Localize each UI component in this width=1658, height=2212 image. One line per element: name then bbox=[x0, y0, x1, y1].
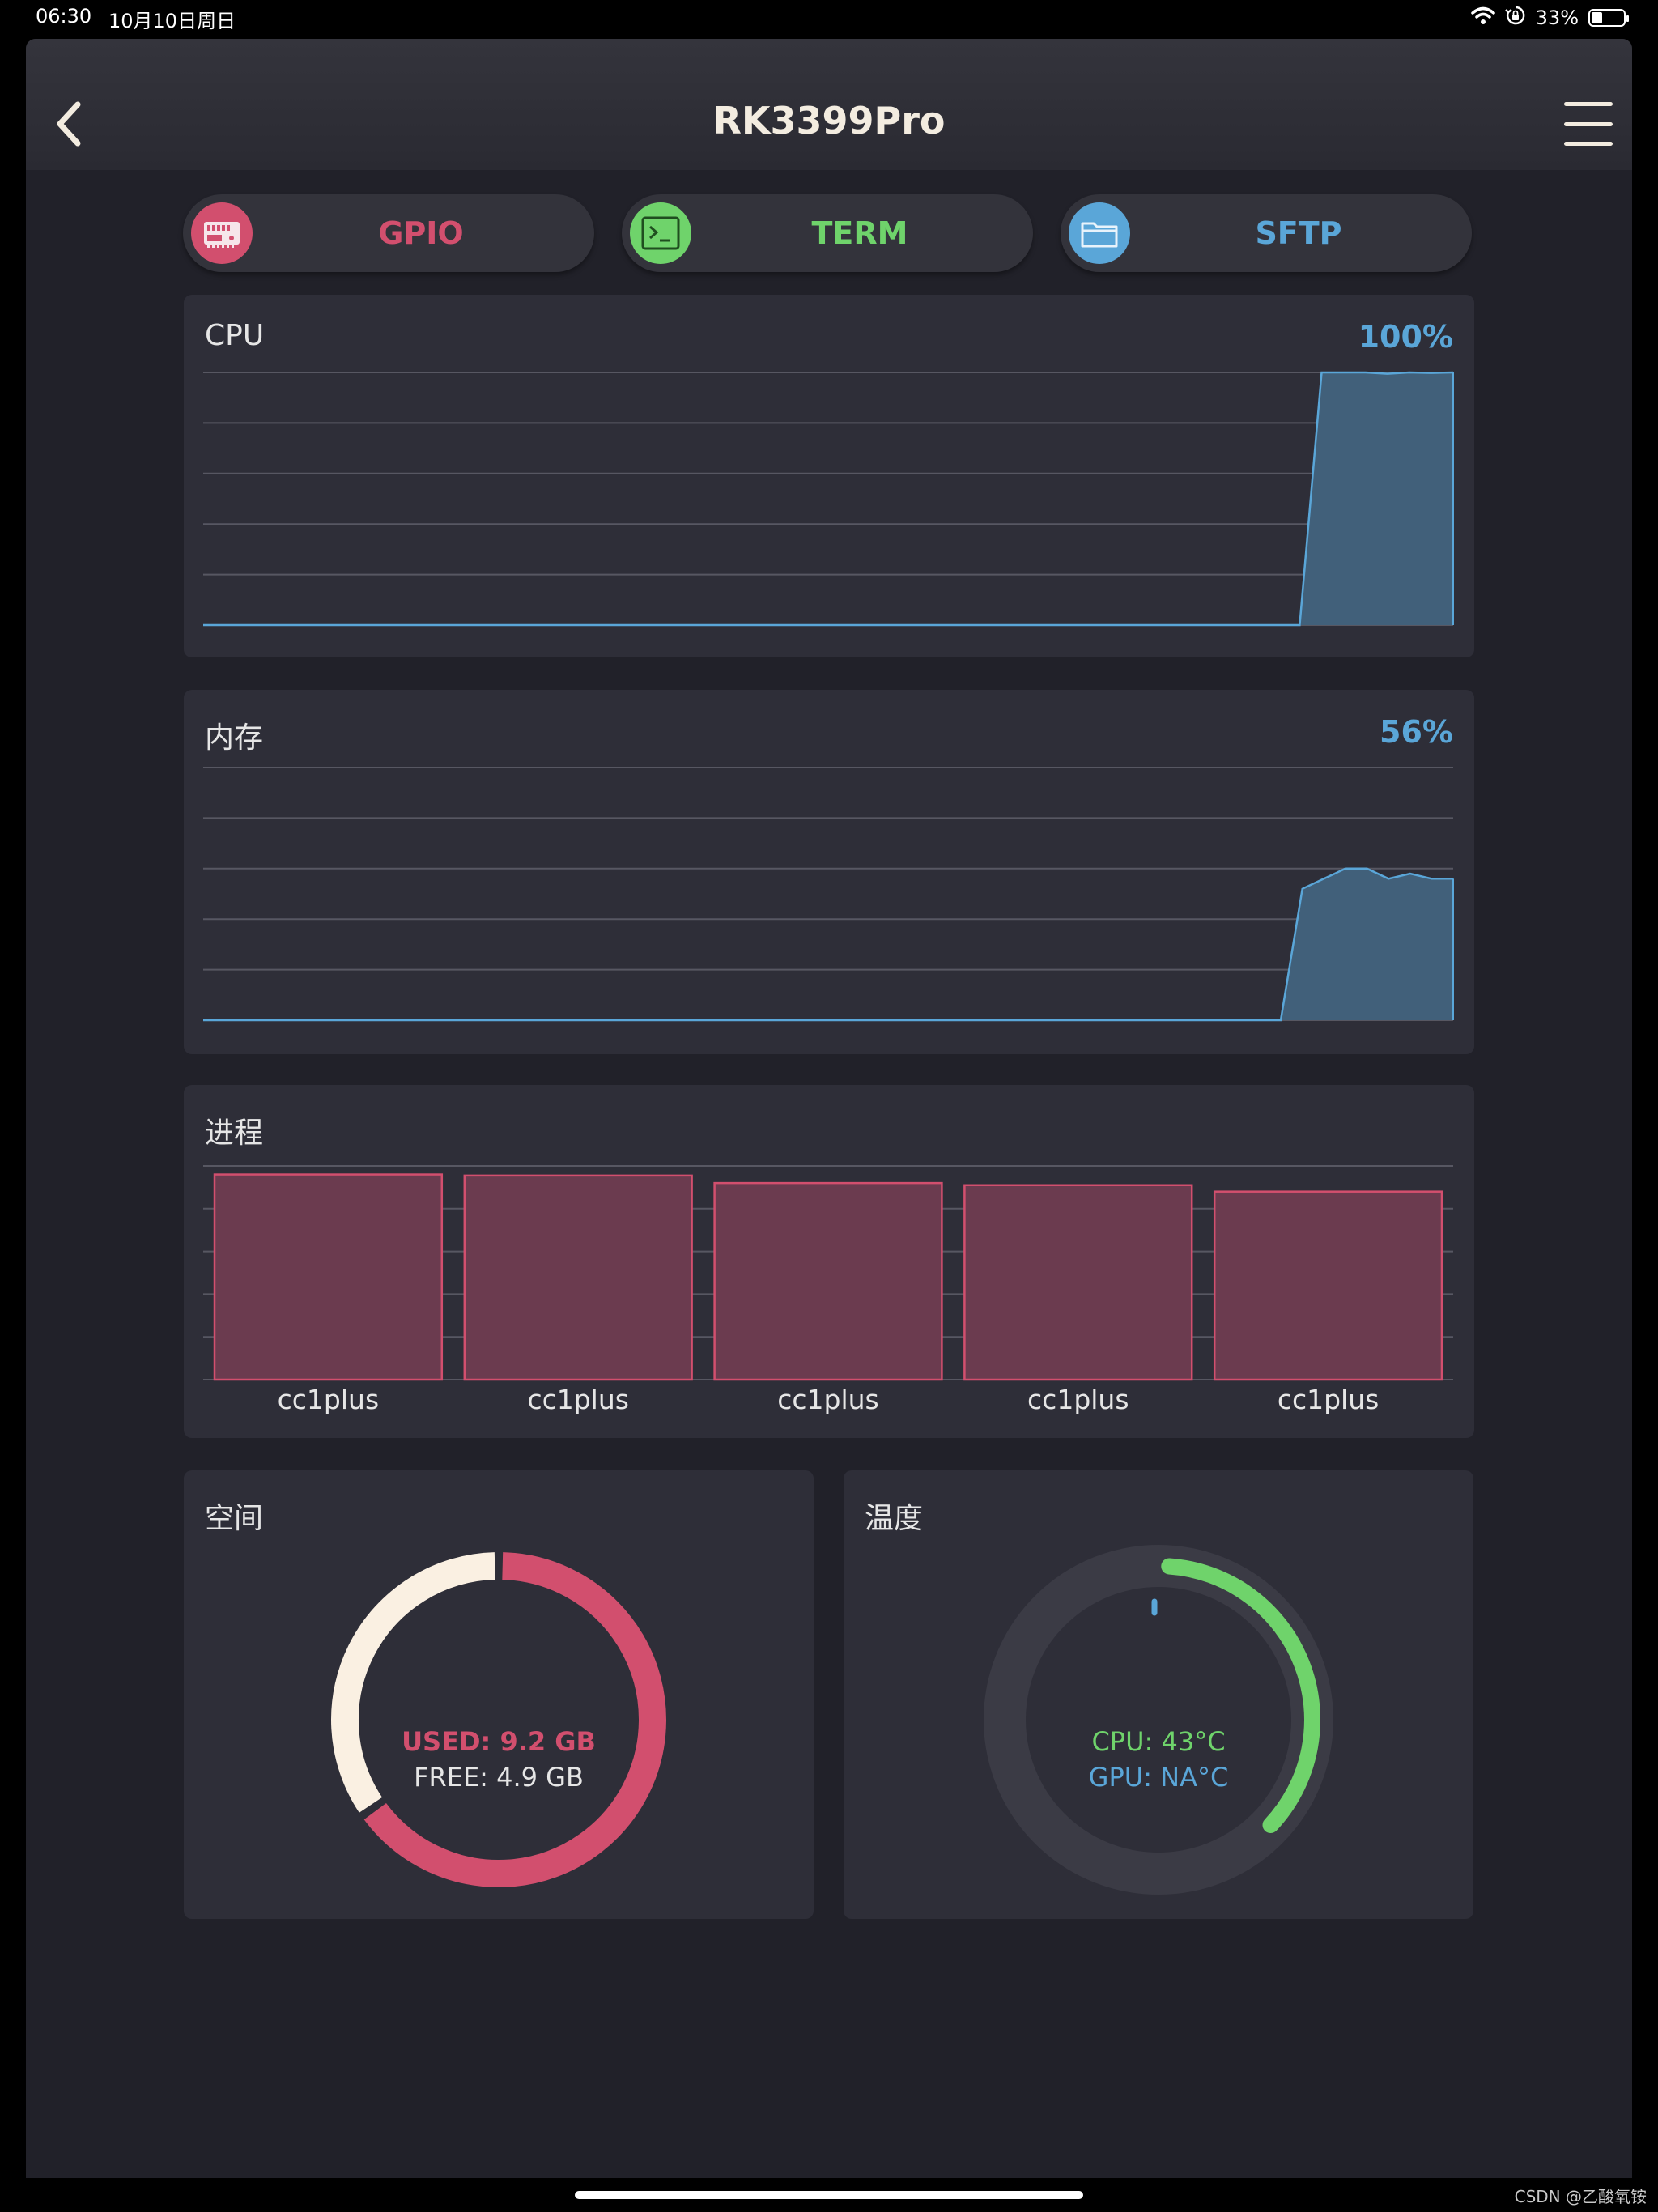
page-title: RK3399Pro bbox=[712, 99, 946, 143]
home-indicator[interactable] bbox=[575, 2191, 1083, 2199]
memory-area bbox=[203, 868, 1453, 1020]
cpu-area bbox=[203, 372, 1453, 625]
hamburger-menu-icon bbox=[1564, 102, 1613, 106]
process-bar bbox=[463, 1174, 693, 1381]
process-bar bbox=[713, 1181, 943, 1381]
back-button[interactable] bbox=[44, 96, 92, 152]
tab-sftp-label: SFTP bbox=[1255, 215, 1342, 251]
chevron-left-icon bbox=[57, 101, 81, 147]
temperature-card: 温度 CPU: 43°C GPU: NA°C bbox=[844, 1470, 1473, 1919]
tab-gpio[interactable]: GPIO bbox=[183, 194, 594, 272]
memory-title: 内存 bbox=[205, 721, 264, 755]
cpu-card: CPU 100% bbox=[184, 295, 1474, 657]
memory-series-line bbox=[203, 867, 1453, 1022]
process-title: 进程 bbox=[205, 1117, 264, 1150]
folder-icon bbox=[1069, 202, 1130, 264]
status-indicators: 33% bbox=[1470, 3, 1629, 32]
watermark: CSDN @乙酸氧铵 bbox=[1514, 2187, 1647, 2206]
memory-card: 内存 56% bbox=[184, 690, 1474, 1054]
terminal-icon bbox=[630, 202, 691, 264]
chip-icon bbox=[191, 202, 253, 264]
cpu-chart bbox=[203, 371, 1454, 627]
tab-term-label: TERM bbox=[811, 215, 908, 251]
status-date: 10月10日周日 bbox=[108, 10, 236, 32]
temperature-gauge bbox=[984, 1545, 1333, 1895]
cpu-temperature-label: CPU: 43°C bbox=[1091, 1726, 1226, 1757]
storage-free-label: FREE: 4.9 GB bbox=[414, 1762, 584, 1793]
storage-donut-chart bbox=[331, 1552, 666, 1887]
battery-fill bbox=[1592, 12, 1602, 23]
process-chart: cc1plus cc1plus cc1plus cc1plus cc1plus bbox=[203, 1165, 1453, 1415]
orientation-lock-icon bbox=[1504, 5, 1526, 31]
hamburger-menu-line bbox=[1564, 121, 1613, 126]
process-category-label: cc1plus bbox=[777, 1384, 879, 1415]
battery-icon bbox=[1588, 9, 1629, 27]
temperature-title: 温度 bbox=[865, 1502, 924, 1535]
process-category-label: cc1plus bbox=[1027, 1384, 1129, 1415]
cpu-series-line bbox=[203, 371, 1454, 627]
process-bar bbox=[213, 1173, 444, 1381]
process-bar bbox=[1213, 1190, 1443, 1381]
storage-slice-free bbox=[331, 1552, 495, 1813]
nav-bar: RK3399Pro bbox=[26, 39, 1632, 170]
wifi-icon bbox=[1470, 6, 1495, 30]
cpu-temperature-arc bbox=[1161, 1558, 1320, 1834]
storage-used-label: USED: 9.2 GB bbox=[402, 1726, 596, 1757]
hamburger-menu-line bbox=[1564, 142, 1613, 146]
process-category-label: cc1plus bbox=[1278, 1384, 1380, 1415]
tab-term[interactable]: TERM bbox=[622, 194, 1033, 272]
tab-sftp[interactable]: SFTP bbox=[1061, 194, 1472, 272]
memory-chart bbox=[203, 767, 1454, 1022]
menu-button[interactable] bbox=[1564, 102, 1613, 146]
status-bar: 06:30 10月10日周日 33% bbox=[0, 0, 1658, 36]
battery-percent: 33% bbox=[1535, 6, 1579, 29]
storage-title: 空间 bbox=[205, 1502, 264, 1535]
battery-cap bbox=[1626, 15, 1629, 22]
cpu-percent: 100% bbox=[1358, 319, 1453, 355]
tab-gpio-label: GPIO bbox=[378, 215, 464, 251]
status-time: 06:30 bbox=[36, 5, 92, 28]
memory-percent: 56% bbox=[1380, 714, 1453, 750]
process-card: 进程 cc1plus cc1plus cc1plus cc1plus cc1plus bbox=[184, 1085, 1474, 1438]
gpu-temperature-label: GPU: NA°C bbox=[1088, 1762, 1229, 1793]
cpu-title: CPU bbox=[205, 319, 265, 352]
process-bar bbox=[963, 1184, 1193, 1381]
app-window: RK3399Pro GPIO bbox=[26, 39, 1632, 2178]
storage-card: 空间 USED: 9.2 GB FREE: 4.9 GB bbox=[184, 1470, 814, 1919]
storage-slice-used bbox=[363, 1552, 666, 1887]
process-category-label: cc1plus bbox=[527, 1384, 629, 1415]
process-category-label: cc1plus bbox=[278, 1384, 380, 1415]
